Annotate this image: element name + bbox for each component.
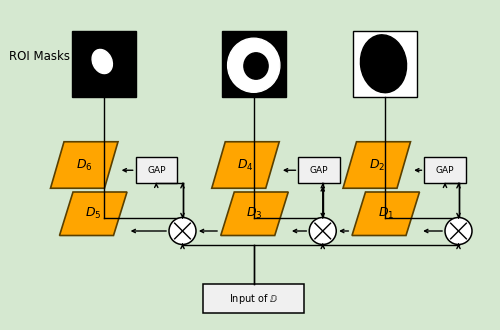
Text: ROI Masks: ROI Masks	[8, 50, 70, 63]
Circle shape	[309, 217, 336, 245]
Text: $\mathit{D}_{1}$: $\mathit{D}_{1}$	[378, 206, 394, 221]
Text: $\mathit{D}_{6}$: $\mathit{D}_{6}$	[76, 157, 92, 173]
Ellipse shape	[360, 35, 406, 93]
Bar	[298, 157, 340, 183]
Polygon shape	[212, 142, 279, 188]
Polygon shape	[221, 192, 288, 236]
Text: Input of $\mathbb{D}$: Input of $\mathbb{D}$	[229, 291, 278, 306]
Bar	[353, 31, 417, 97]
Polygon shape	[343, 142, 410, 188]
Bar	[222, 31, 286, 97]
Text: $\mathit{D}_{4}$: $\mathit{D}_{4}$	[237, 157, 254, 173]
Circle shape	[445, 217, 472, 245]
Text: GAP: GAP	[436, 166, 454, 175]
Text: $\mathit{D}_{2}$: $\mathit{D}_{2}$	[368, 157, 385, 173]
Bar	[72, 31, 136, 97]
Text: $\mathit{D}_{3}$: $\mathit{D}_{3}$	[246, 206, 263, 221]
Bar	[136, 157, 177, 183]
Circle shape	[169, 217, 196, 245]
Polygon shape	[60, 192, 127, 236]
Text: GAP: GAP	[310, 166, 328, 175]
Bar	[424, 157, 466, 183]
Ellipse shape	[244, 53, 268, 79]
Polygon shape	[50, 142, 118, 188]
Ellipse shape	[228, 38, 280, 92]
Ellipse shape	[92, 50, 112, 74]
Text: GAP: GAP	[147, 166, 166, 175]
Bar	[203, 284, 304, 313]
Text: $\mathit{D}_{5}$: $\mathit{D}_{5}$	[85, 206, 102, 221]
Polygon shape	[352, 192, 420, 236]
